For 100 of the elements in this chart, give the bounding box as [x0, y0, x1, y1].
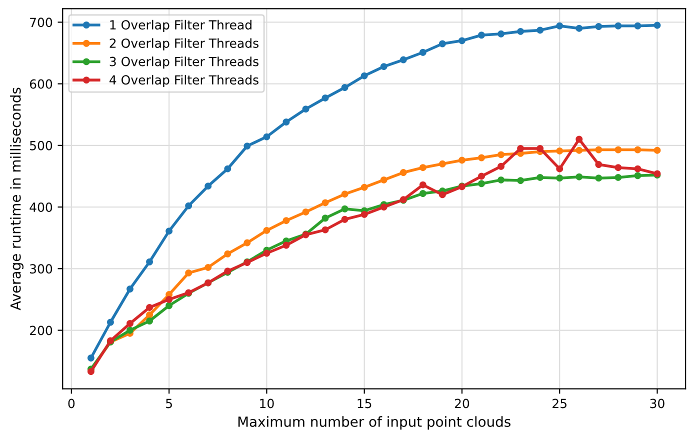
point — [536, 174, 544, 181]
point — [478, 154, 485, 162]
point — [380, 63, 388, 70]
legend-label: 2 Overlap Filter Threads — [110, 38, 258, 50]
point — [419, 48, 426, 56]
point — [576, 173, 583, 180]
point — [282, 217, 290, 224]
point — [614, 22, 622, 30]
point — [556, 165, 564, 172]
point — [146, 318, 154, 324]
point — [556, 22, 564, 30]
point — [341, 84, 348, 91]
point — [498, 151, 504, 158]
point — [576, 146, 583, 154]
point — [595, 174, 602, 182]
x-tick-label: 10 — [260, 398, 274, 408]
point — [341, 216, 348, 223]
point — [107, 318, 114, 326]
point — [360, 72, 368, 80]
point — [146, 304, 154, 311]
point — [166, 302, 173, 310]
point — [360, 210, 368, 218]
point — [438, 160, 446, 168]
point — [302, 208, 310, 216]
point — [185, 269, 192, 276]
point — [478, 32, 485, 39]
point — [595, 23, 602, 30]
point — [263, 133, 270, 140]
x-axis-title: Maximum number of input point clouds — [238, 416, 510, 430]
point — [556, 147, 564, 154]
point — [166, 228, 173, 235]
point — [380, 204, 388, 211]
point — [634, 22, 642, 30]
point — [458, 156, 466, 164]
point — [126, 286, 134, 292]
legend-label: 3 Overlap Filter Threads — [110, 56, 258, 69]
point — [595, 146, 602, 154]
point — [146, 258, 154, 266]
point — [282, 118, 290, 126]
y-tick-label: 400 — [30, 202, 52, 212]
y-tick-label: 500 — [30, 140, 52, 150]
point — [576, 136, 583, 143]
x-tick-label: 15 — [358, 398, 372, 408]
x-tick-label: 25 — [552, 398, 566, 408]
y-tick-label: 600 — [30, 79, 52, 89]
point — [458, 37, 466, 44]
point — [634, 172, 642, 180]
x-tick-label: 20 — [454, 398, 470, 408]
point — [654, 146, 661, 154]
point — [126, 320, 134, 327]
point — [536, 26, 544, 34]
point — [634, 146, 642, 154]
point — [614, 164, 622, 172]
point — [419, 181, 426, 188]
point — [185, 202, 192, 210]
point — [419, 190, 426, 197]
point — [224, 250, 232, 258]
y-tick-label: 300 — [30, 264, 52, 274]
point — [595, 161, 602, 168]
point — [478, 180, 485, 188]
point — [438, 191, 446, 198]
point — [322, 199, 329, 206]
point — [302, 106, 310, 113]
y-tick-label: 200 — [30, 326, 52, 336]
point — [322, 226, 329, 234]
point — [263, 250, 270, 257]
point — [126, 326, 134, 334]
point — [322, 214, 329, 222]
point — [556, 174, 564, 182]
point — [517, 28, 524, 35]
point — [282, 242, 290, 249]
y-axis-title: Average runtime in milliseconds — [10, 88, 24, 310]
point — [576, 24, 583, 32]
point — [244, 142, 251, 150]
x-tick-label: 30 — [650, 398, 664, 408]
point — [614, 146, 622, 154]
x-tick-label: 5 — [166, 398, 172, 408]
point — [263, 226, 270, 234]
point — [478, 172, 485, 180]
legend-label: 4 Overlap Filter Threads — [110, 74, 258, 88]
point — [498, 162, 504, 170]
point — [498, 30, 504, 38]
point — [517, 145, 524, 152]
point — [634, 165, 642, 172]
point — [536, 145, 544, 152]
point — [360, 184, 368, 191]
point — [322, 94, 329, 102]
point — [166, 296, 173, 303]
point — [146, 311, 154, 318]
point — [517, 177, 524, 184]
point — [224, 165, 232, 172]
point — [244, 239, 251, 246]
point — [204, 264, 212, 271]
point — [419, 164, 426, 172]
point — [498, 176, 504, 184]
point — [614, 174, 622, 181]
point — [341, 205, 348, 212]
point — [400, 169, 407, 176]
x-tick-label: 0 — [68, 398, 75, 408]
legend-label: 1 Overlap Filter Thread — [110, 20, 252, 32]
